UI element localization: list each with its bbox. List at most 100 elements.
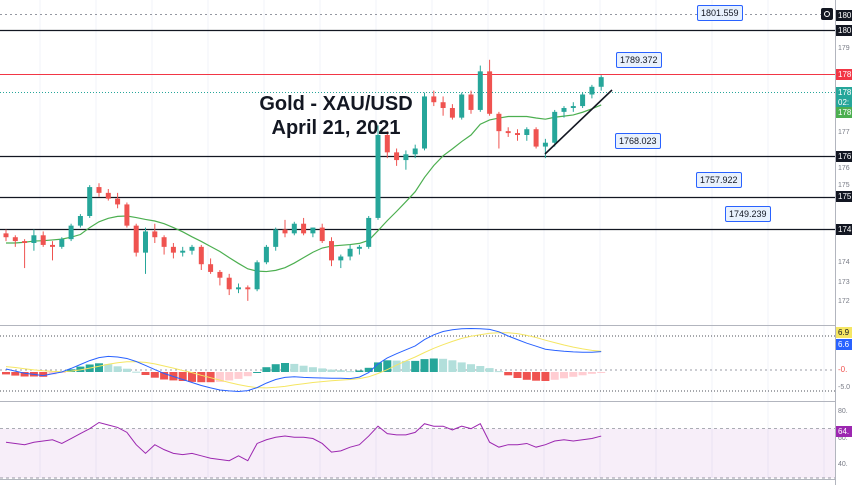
- macd-histogram-bar: [467, 364, 475, 372]
- macd-histogram-bar: [290, 363, 299, 372]
- candle-body: [22, 241, 28, 243]
- macd-histogram-bar: [132, 371, 141, 373]
- candle-body: [412, 148, 418, 155]
- candle: [115, 192, 121, 209]
- axis-tick-176: 176: [838, 165, 850, 172]
- grid-lines: [0, 0, 835, 480]
- candle: [515, 129, 520, 141]
- chart-title: Gold - XAU/USD April 21, 2021: [236, 92, 436, 140]
- macd-histogram-bar: [587, 372, 596, 374]
- moving-average-series: [6, 104, 602, 273]
- candle: [366, 216, 372, 249]
- candle-body: [301, 223, 307, 234]
- axis-tick-175: 175: [838, 182, 850, 189]
- candle-body: [459, 94, 465, 118]
- candle: [319, 223, 325, 243]
- candle: [189, 244, 195, 255]
- candle-body: [394, 152, 400, 161]
- candle-body: [198, 246, 204, 265]
- candle: [431, 90, 437, 107]
- candle-body: [161, 237, 167, 247]
- macd-histogram-bar: [355, 370, 364, 372]
- macd-histogram-bar: [569, 372, 578, 377]
- macd-histogram-bar: [225, 372, 234, 381]
- macd-histogram-bar: [522, 372, 531, 380]
- candle: [31, 229, 37, 251]
- candle-body: [105, 192, 111, 199]
- candle: [552, 109, 558, 147]
- macd-histogram-bar: [113, 366, 122, 372]
- candle: [133, 223, 139, 257]
- macd-histogram-bar: [485, 368, 494, 372]
- candle-body: [310, 227, 316, 234]
- candle: [77, 214, 83, 228]
- candle: [394, 148, 400, 166]
- candle: [152, 223, 158, 243]
- candle: [412, 144, 418, 159]
- price-axis[interactable]: [835, 0, 852, 485]
- macd-histogram-bar: [141, 372, 150, 375]
- macd-histogram-bar: [392, 360, 401, 372]
- candle: [180, 246, 186, 257]
- macd-histogram-bar: [346, 371, 355, 373]
- tag-178-red: 178: [836, 69, 852, 80]
- macd-histogram-bar: [150, 372, 159, 378]
- macd-histogram-bar: [299, 365, 308, 372]
- macd-histogram-bar: [504, 372, 513, 376]
- candle: [329, 237, 334, 267]
- level-label-1768[interactable]: 1768.023: [615, 133, 661, 149]
- candle: [440, 96, 446, 116]
- candle-body: [524, 129, 530, 135]
- macd-histogram-bar: [448, 360, 457, 372]
- trend-line: [544, 89, 613, 155]
- candle-body: [384, 135, 390, 153]
- axis-tick-macd-neg5: -5.0: [838, 384, 851, 391]
- candle-body: [329, 241, 334, 261]
- candle: [236, 283, 241, 294]
- level-label-1789[interactable]: 1789.372: [616, 52, 662, 68]
- axis-tick-172: 172: [838, 298, 850, 305]
- level-label-1757[interactable]: 1757.922: [696, 172, 742, 188]
- horizontal-levels: [0, 14, 835, 392]
- candle-body: [570, 106, 576, 108]
- candle: [96, 183, 102, 197]
- macd-histogram-bar: [597, 372, 606, 373]
- level-label-1801[interactable]: 1801.559: [697, 5, 743, 21]
- candle: [338, 254, 344, 269]
- candlestick-series: [3, 59, 604, 301]
- macd-histogram-bar: [262, 367, 271, 372]
- candle-body: [356, 246, 362, 249]
- candle: [310, 227, 316, 238]
- candle-body: [403, 154, 409, 161]
- rsi-line: [5, 421, 602, 462]
- candle-body: [68, 225, 74, 240]
- macd-histogram-bar: [374, 362, 382, 372]
- clock-icon[interactable]: [821, 8, 833, 20]
- axis-tick-rsi-60: 60.: [838, 435, 848, 442]
- candle-body: [77, 216, 83, 226]
- macd-histogram-bar: [401, 360, 410, 372]
- axis-tick-173: 173: [838, 279, 850, 286]
- macd-histogram-bar: [560, 372, 568, 379]
- candle: [291, 221, 297, 236]
- candle: [356, 244, 362, 255]
- candle: [87, 185, 93, 218]
- candle-body: [40, 235, 46, 245]
- candle-body: [552, 111, 558, 143]
- candle: [40, 231, 46, 247]
- candle-body: [226, 277, 232, 290]
- candle-body: [422, 96, 427, 149]
- axis-tick-174: 174: [838, 259, 850, 266]
- candle: [496, 111, 502, 149]
- macd-histogram-bar: [243, 372, 252, 377]
- candle: [375, 125, 381, 220]
- candle-body: [254, 262, 260, 290]
- candle: [487, 59, 493, 116]
- candle-body: [515, 133, 520, 135]
- macd-signal-line: [5, 332, 602, 389]
- candle-body: [143, 231, 148, 253]
- candle-body: [589, 86, 595, 95]
- level-label-1749[interactable]: 1749.239: [725, 206, 771, 222]
- candle-body: [533, 129, 539, 147]
- macd-histogram-bar: [95, 363, 103, 372]
